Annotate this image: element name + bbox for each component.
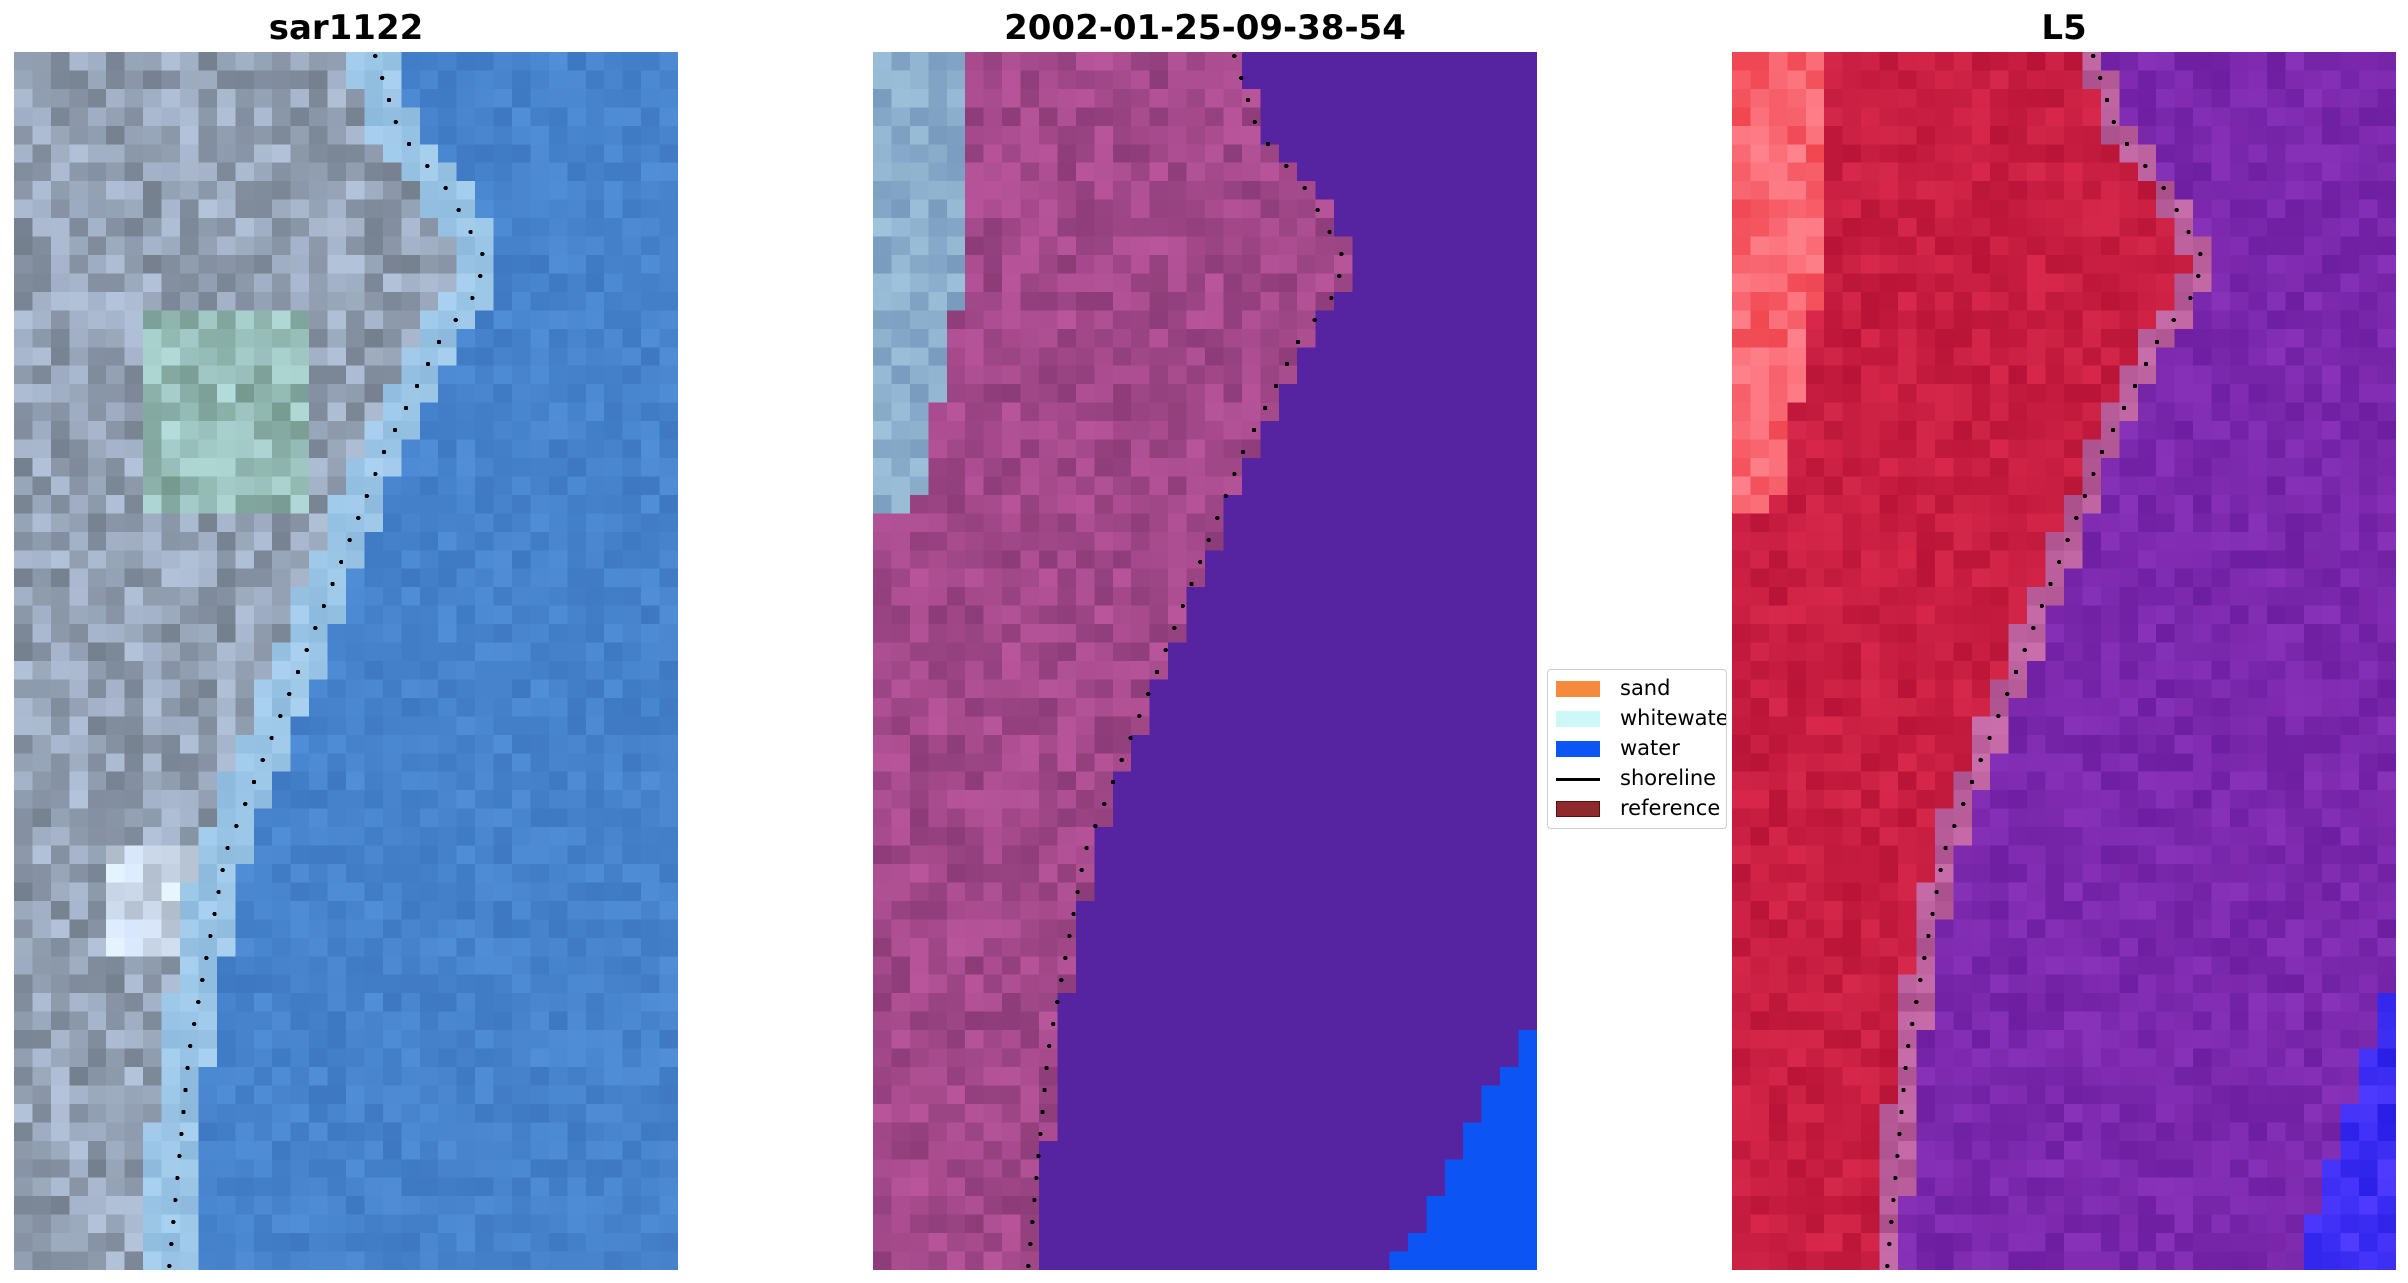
legend-label-whitewater: whitewater bbox=[1620, 706, 1727, 730]
legend-item-reference-shoreline: reference shoreline bbox=[1556, 796, 1726, 820]
rgb-image-panel bbox=[14, 52, 678, 1270]
legend-label-shoreline: shoreline bbox=[1620, 766, 1717, 790]
legend-label-reference-shoreline: reference shoreline bbox=[1620, 796, 1726, 820]
whitewater-swatch bbox=[1556, 711, 1600, 727]
legend-label-water: water bbox=[1620, 736, 1680, 760]
shoreline-dots-rgb bbox=[167, 53, 485, 1269]
panel-title-sar1122: sar1122 bbox=[268, 8, 424, 48]
panel-title-l5: L5 bbox=[2041, 8, 2087, 48]
sand-swatch bbox=[1556, 681, 1600, 697]
legend: sand whitewater water shoreline referenc… bbox=[1547, 669, 1727, 829]
shoreline-line-swatch bbox=[1556, 778, 1600, 781]
false-color-image-panel bbox=[1732, 52, 2396, 1270]
legend-item-shoreline: shoreline bbox=[1556, 766, 1726, 790]
shoreline-dots-classified bbox=[1026, 53, 1344, 1269]
shoreline-dots-false-color bbox=[1885, 53, 2203, 1269]
water-swatch bbox=[1556, 741, 1600, 757]
reference-shoreline-swatch bbox=[1556, 801, 1600, 817]
panel-title-date: 2002-01-25-09-38-54 bbox=[1004, 8, 1406, 48]
legend-item-water: water bbox=[1556, 736, 1726, 760]
legend-item-whitewater: whitewater bbox=[1556, 706, 1727, 730]
legend-item-sand: sand bbox=[1556, 676, 1726, 700]
classified-image-panel bbox=[873, 52, 1537, 1270]
legend-label-sand: sand bbox=[1620, 676, 1671, 700]
